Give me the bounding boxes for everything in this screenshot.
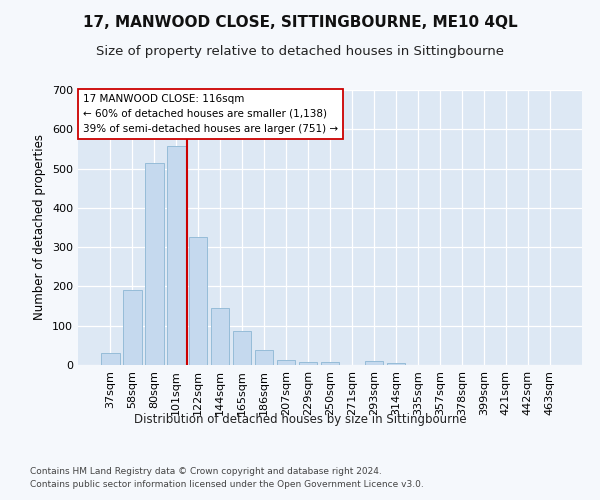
Text: 17, MANWOOD CLOSE, SITTINGBOURNE, ME10 4QL: 17, MANWOOD CLOSE, SITTINGBOURNE, ME10 4… [83,15,517,30]
Bar [255,350,274,365]
Bar [145,162,164,365]
Bar [189,238,208,365]
Bar [211,308,229,365]
Bar [320,362,340,365]
Bar [365,361,383,365]
Text: 17 MANWOOD CLOSE: 116sqm
← 60% of detached houses are smaller (1,138)
39% of sem: 17 MANWOOD CLOSE: 116sqm ← 60% of detach… [83,94,338,134]
Bar [233,331,251,365]
Text: Contains public sector information licensed under the Open Government Licence v3: Contains public sector information licen… [30,480,424,489]
Bar [277,360,295,365]
Bar [123,290,142,365]
Y-axis label: Number of detached properties: Number of detached properties [34,134,46,320]
Text: Distribution of detached houses by size in Sittingbourne: Distribution of detached houses by size … [134,412,466,426]
Bar [101,353,119,365]
Text: Contains HM Land Registry data © Crown copyright and database right 2024.: Contains HM Land Registry data © Crown c… [30,468,382,476]
Bar [299,362,317,365]
Bar [167,146,185,365]
Text: Size of property relative to detached houses in Sittingbourne: Size of property relative to detached ho… [96,45,504,58]
Bar [386,363,405,365]
